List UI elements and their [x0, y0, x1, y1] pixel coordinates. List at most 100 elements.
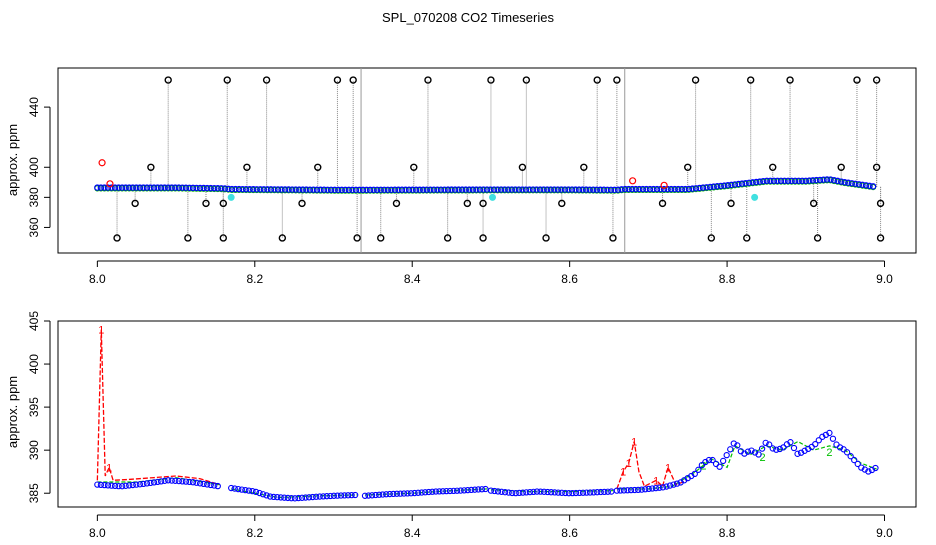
observation-point [698, 461, 706, 469]
observation-point [634, 486, 642, 494]
observation-point [446, 487, 454, 495]
baseline-point [816, 176, 824, 184]
observation-point [101, 481, 108, 489]
baseline-point [257, 186, 264, 193]
bottom-plot-frame [57, 320, 917, 508]
observation-point [826, 429, 833, 437]
low-spike-marker [876, 234, 885, 242]
observation-point [461, 487, 468, 494]
observation-point [608, 488, 615, 495]
baseline-point [678, 185, 686, 193]
observation-point [122, 482, 129, 489]
low-spike-marker [219, 234, 228, 242]
observation-point [586, 489, 594, 496]
observation-point [617, 487, 624, 494]
baseline-point [600, 186, 608, 193]
observation-point [249, 488, 256, 495]
baseline-point [604, 186, 611, 193]
baseline-point [820, 176, 827, 183]
baseline-point [126, 184, 133, 191]
baseline-point [459, 186, 466, 193]
series-1-label: 1 [665, 462, 671, 474]
bottom-x-axis: 8.0 8.2 8.4 8.6 8.8 9.0 [89, 514, 893, 540]
observation-point [516, 489, 523, 497]
observation-point [429, 488, 436, 495]
observation-point [108, 482, 115, 489]
baseline-point [646, 185, 654, 193]
series-2-label: 2 [826, 447, 832, 459]
top-x-axis: 8.0 8.2 8.4 8.6 8.8 9.0 [89, 260, 893, 286]
observation-point [281, 494, 288, 501]
observation-point [302, 494, 309, 501]
observation-point [341, 492, 348, 499]
baseline-point [682, 185, 689, 193]
baseline-point [590, 186, 597, 193]
low-spike-marker [609, 234, 617, 242]
observation-point [97, 481, 105, 489]
baseline-point [561, 186, 569, 193]
baseline-point [512, 186, 519, 193]
observation-point [656, 484, 663, 491]
observation-point [523, 489, 530, 496]
series-1-line [616, 441, 688, 490]
observation-point [298, 494, 306, 501]
observation-point [330, 492, 338, 499]
low-spike-marker [743, 234, 751, 242]
observation-point [468, 486, 475, 494]
baseline-point [551, 186, 558, 193]
observation-point [471, 486, 478, 493]
baseline-point [579, 186, 586, 193]
low-spike-marker [443, 234, 452, 242]
observation-point [182, 478, 190, 485]
baseline-point [345, 186, 353, 194]
baseline-point [664, 185, 671, 193]
high-spike-marker [593, 76, 601, 84]
low-spike-marker [479, 234, 487, 242]
baseline-point [657, 185, 664, 193]
bottom-y-tick-label: 405 [27, 311, 41, 331]
observation-point [723, 451, 730, 459]
observation-point [327, 492, 334, 500]
baseline-point [271, 186, 278, 193]
baseline-point [643, 185, 650, 193]
observation-point [604, 488, 611, 495]
top-x-tick-label: 8.0 [89, 272, 106, 286]
high-spike-marker [786, 76, 794, 84]
baseline-point [108, 184, 115, 191]
observation-point [583, 489, 590, 496]
observation-point [323, 493, 330, 500]
observation-point [505, 489, 512, 496]
observation-point [766, 441, 773, 448]
observation-point [719, 457, 727, 465]
observation-point [344, 492, 352, 499]
baseline-point [845, 179, 852, 186]
baseline-point [296, 186, 303, 193]
baseline-point [395, 186, 402, 193]
baseline-point [182, 184, 190, 191]
mid-low-spike-marker [809, 199, 818, 208]
observation-point [457, 487, 464, 494]
observation-point [533, 488, 541, 495]
observation-point [143, 480, 151, 487]
observation-point [519, 489, 526, 496]
high-spike-marker [853, 76, 861, 84]
observation-point [238, 486, 245, 493]
observation-point [670, 481, 677, 488]
red-point [98, 159, 106, 167]
top-x-tick-label: 8.4 [404, 272, 421, 286]
observation-point [313, 493, 320, 500]
baseline-point [554, 186, 562, 193]
baseline-point [186, 184, 193, 191]
baseline-point [402, 186, 409, 193]
high-spike-marker [349, 76, 357, 84]
observation-point [865, 468, 872, 475]
mid-low-spike-marker [202, 199, 210, 208]
observation-point [544, 488, 551, 496]
mid-low-spike-marker [392, 199, 401, 208]
baseline-point [469, 186, 477, 193]
baseline-point [519, 186, 526, 193]
observation-point [755, 451, 762, 458]
observation-point [204, 481, 211, 488]
